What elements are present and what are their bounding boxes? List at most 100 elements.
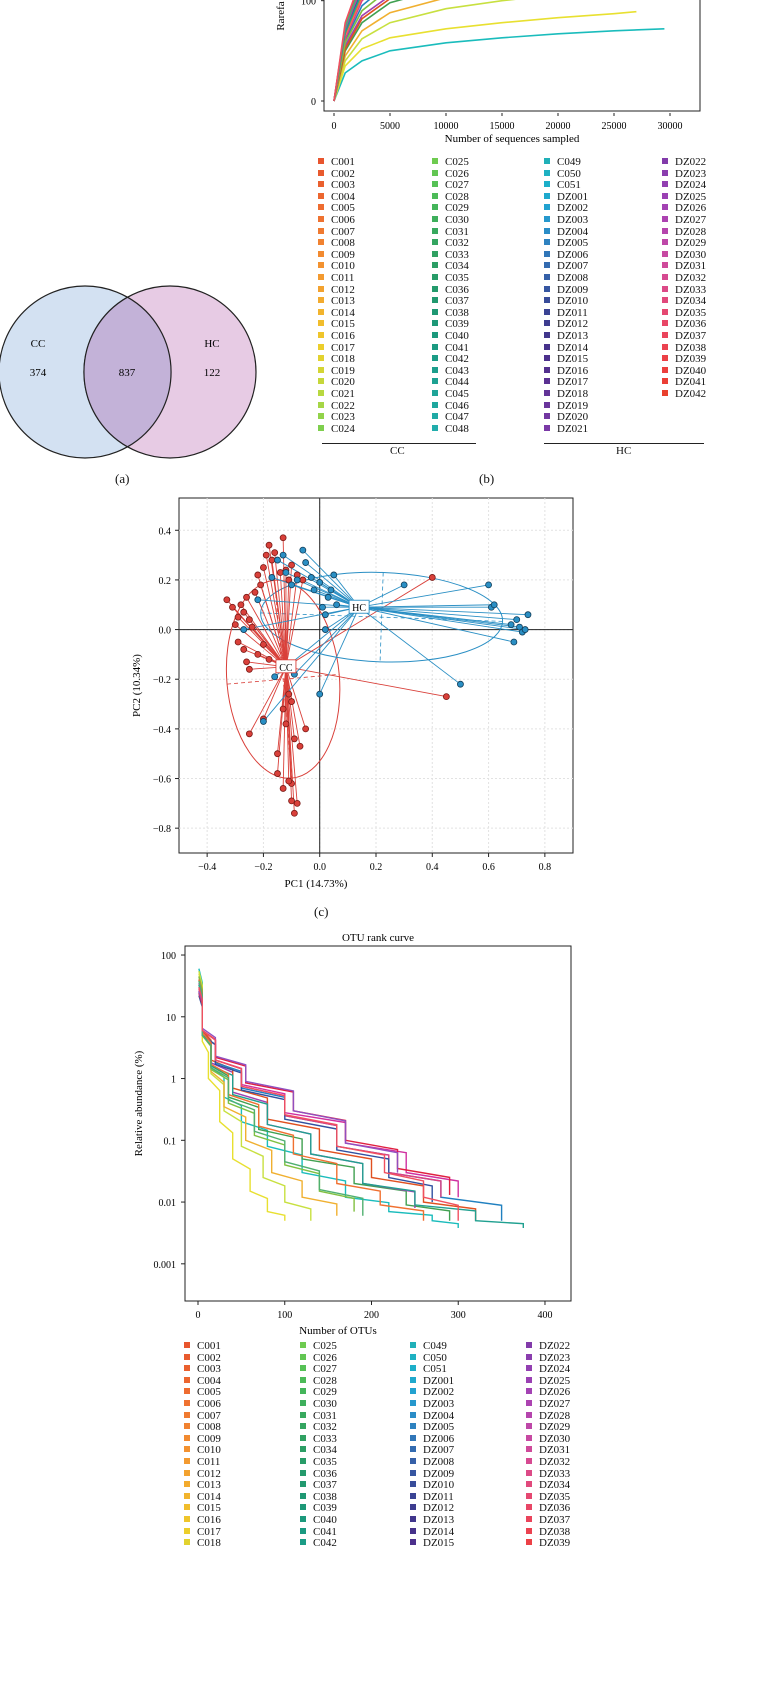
- legend-item: C001: [318, 156, 355, 168]
- legend-item: DZ041: [662, 376, 706, 388]
- pca-point-hc: [293, 576, 301, 584]
- pca-point-hc: [279, 551, 287, 559]
- legend-label: C051: [423, 1363, 447, 1376]
- legend-item: DZ034: [526, 1479, 570, 1491]
- legend-swatch: [300, 1481, 306, 1488]
- legend-label: C029: [445, 202, 469, 215]
- legend-swatch: [544, 390, 550, 396]
- legend-swatch: [544, 262, 550, 269]
- legend-swatch: [544, 285, 550, 292]
- legend-label: DZ014: [557, 341, 589, 354]
- pca-ellipse-axis-cc: [274, 580, 293, 779]
- legend-item: C011: [184, 1456, 220, 1468]
- legend-swatch: [410, 1539, 416, 1546]
- pca-y-tick-label: 0.4: [159, 526, 172, 537]
- legend-item: C011: [318, 272, 354, 284]
- pca-spoke-hc: [294, 606, 360, 675]
- legend-label: DZ040: [675, 364, 707, 377]
- pca-point-cc: [231, 621, 239, 629]
- rarefaction-series-10: [333, 0, 377, 102]
- legend-swatch: [544, 216, 550, 222]
- legend-item: DZ023: [662, 168, 706, 180]
- otu-rank-x-tick-label: 0: [196, 1310, 201, 1321]
- legend-label: C020: [331, 376, 355, 389]
- pca-y-tick-label: −0.2: [153, 675, 171, 686]
- legend-item: C038: [432, 307, 469, 319]
- pca-point-cc: [237, 601, 245, 609]
- legend-swatch: [432, 227, 438, 234]
- legend-swatch: [526, 1365, 532, 1372]
- legend-item: C025: [300, 1340, 337, 1352]
- panel-label-a: (a): [115, 471, 130, 486]
- pca-spoke-cc: [285, 666, 298, 804]
- otu-rank-y-tick-label: 100: [161, 951, 176, 962]
- legend-label: C004: [197, 1374, 221, 1387]
- pca-point-cc: [240, 608, 248, 616]
- legend-swatch: [544, 355, 550, 362]
- pca-spoke-cc: [285, 666, 307, 730]
- legend-swatch: [184, 1376, 190, 1383]
- legend-swatch: [184, 1342, 190, 1348]
- pca-y-tick-label: −0.6: [153, 775, 171, 786]
- legend-item: DZ037: [526, 1514, 570, 1526]
- legend-swatch: [662, 355, 668, 362]
- legend-label: DZ031: [539, 1444, 571, 1457]
- legend-label: DZ027: [539, 1398, 571, 1410]
- pca-spoke-hc: [359, 606, 526, 631]
- pca-point-hc: [271, 673, 279, 681]
- legend-item: DZ026: [526, 1386, 570, 1398]
- legend-swatch: [544, 320, 550, 327]
- pca-spoke-cc: [285, 579, 304, 667]
- legend-item: DZ042: [662, 388, 706, 400]
- legend-label: DZ017: [557, 376, 589, 389]
- legend-item: DZ004: [410, 1410, 454, 1422]
- legend-item: DZ015: [544, 353, 588, 365]
- legend-label: C028: [445, 190, 469, 203]
- legend-item: C046: [432, 400, 469, 412]
- legend-label: DZ030: [539, 1432, 571, 1445]
- legend-item: DZ016: [544, 365, 588, 377]
- pca-point-cc: [260, 564, 267, 571]
- legend-swatch: [184, 1481, 190, 1488]
- pca-point-hc: [485, 581, 492, 589]
- legend-swatch: [662, 320, 668, 327]
- legend-item: C015: [318, 318, 355, 330]
- legend-item: C007: [318, 226, 355, 238]
- legend-swatch: [432, 158, 438, 164]
- rarefaction-series-14: [333, 0, 360, 102]
- pca-spoke-cc: [246, 597, 287, 668]
- legend-label: DZ030: [675, 248, 707, 261]
- legend-label: C039: [445, 318, 469, 331]
- legend-label: C049: [557, 156, 581, 168]
- legend-label: C040: [445, 330, 469, 342]
- legend-item: DZ029: [526, 1421, 570, 1433]
- legend-item: C002: [184, 1352, 221, 1364]
- legend-item: C007: [184, 1410, 221, 1422]
- pca-point-cc: [257, 581, 265, 589]
- pca-spoke-hc: [359, 604, 495, 608]
- pca-point-cc: [248, 623, 256, 631]
- legend-swatch: [184, 1411, 190, 1418]
- legend-swatch: [662, 378, 668, 385]
- pca-spoke-cc: [274, 552, 287, 667]
- pca-spoke-hc: [257, 599, 360, 608]
- legend-item: DZ001: [544, 191, 588, 203]
- legend-item: DZ039: [526, 1537, 570, 1549]
- legend-label: DZ029: [539, 1421, 571, 1434]
- pca-point-hc: [307, 574, 315, 581]
- legend-label: DZ016: [557, 364, 589, 377]
- legend-item: C023: [318, 411, 355, 423]
- legend-item: DZ003: [410, 1398, 454, 1410]
- legend-item: DZ025: [662, 191, 706, 203]
- otu-rank-series-18: [198, 987, 459, 1221]
- legend-label: DZ009: [557, 283, 589, 296]
- otu-rank-legend: C001 C002 C003 C004 C005 C006 C007 C008 C009 C010…: [184, 1340, 604, 1682]
- rarefaction-x-tick-label: 30000: [658, 121, 683, 132]
- pca-spoke-cc: [265, 555, 287, 667]
- legend-swatch: [300, 1504, 306, 1511]
- legend-swatch: [300, 1400, 306, 1406]
- pca-spoke-hc: [359, 606, 514, 643]
- pca-spoke-hc: [243, 606, 360, 631]
- legend-item: C032: [432, 237, 469, 249]
- legend-swatch: [432, 262, 438, 269]
